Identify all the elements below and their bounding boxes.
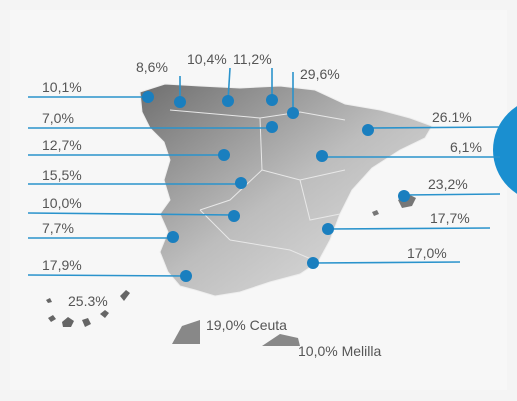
region-dot [222,95,234,107]
region-label: 7,7% [42,220,74,236]
region-dot [266,121,278,133]
spain-map [139,83,433,297]
region-label: 17,9% [42,257,82,273]
region-dot [307,257,319,269]
canary-islands [46,290,130,327]
region-label: 11,2% [233,51,272,67]
region-borders [169,109,346,263]
callouts: 10,1% 8,6% 10,4% 11,2% 29,6% 7,0% 12,7% … [27,51,501,359]
region-dot [174,96,186,108]
region-label: 25.3% [68,293,108,309]
leader-line [312,261,461,264]
leader-line [27,212,235,216]
region-dot [398,190,410,202]
region-label: 8,6% [136,59,168,75]
region-dot [167,231,179,243]
leader-line [367,126,501,129]
region-dot [142,91,154,103]
region-dot [322,223,334,235]
ceuta [172,320,200,344]
region-label: 26.1% [432,109,472,125]
region-dot [228,210,240,222]
region-dot [316,150,328,162]
region-label: 12,7% [42,137,82,153]
leader-line [327,227,491,230]
region-label: 6,1% [450,139,482,155]
region-dot [235,177,247,189]
region-label: 19,0% Ceuta [206,317,287,333]
region-label: 17,7% [430,210,470,226]
region-dot [362,124,374,136]
region-label: 10,1% [42,79,82,95]
region-label: 17,0% [407,245,447,261]
region-dot [218,149,230,161]
region-dot [266,94,278,106]
highlight-circle [493,106,517,194]
region-label: 10,4% [187,51,227,67]
region-label: 7,0% [42,110,74,126]
region-label: 15,5% [42,167,82,183]
leader-line [403,193,501,196]
region-label: 29,6% [300,66,340,82]
region-label: 23,2% [428,176,468,192]
region-label: 10,0% Melilla [298,343,381,359]
leader-line [27,274,187,277]
region-label: 10,0% [42,195,82,211]
melilla [262,334,300,346]
region-dot [287,107,299,119]
region-dot [180,270,192,282]
